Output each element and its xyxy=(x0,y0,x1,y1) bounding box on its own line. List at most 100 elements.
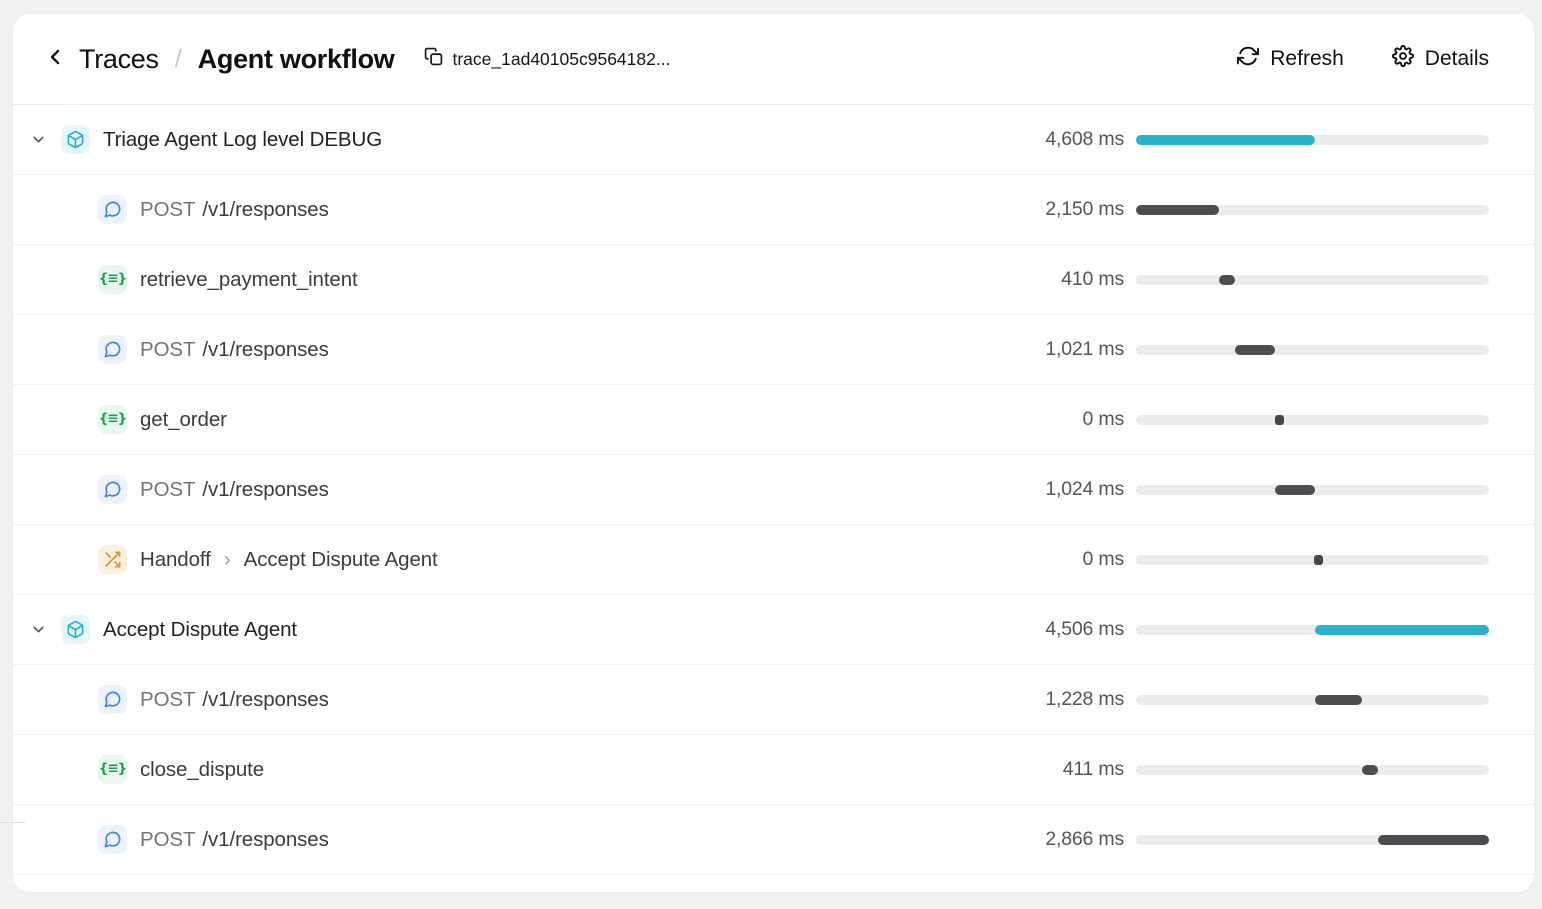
span-timeline-bar xyxy=(1235,344,1275,355)
breadcrumb-traces-link[interactable]: Traces xyxy=(79,43,159,74)
span-duration: 4,506 ms xyxy=(1045,618,1124,640)
gear-icon xyxy=(1391,44,1414,73)
span-timeline-bar xyxy=(1274,414,1284,425)
span-label: POST/v1/responses xyxy=(140,478,329,502)
span-timeline-track xyxy=(1136,414,1489,425)
span-duration: 4,608 ms xyxy=(1045,128,1124,150)
span-label: POST/v1/responses xyxy=(140,688,329,712)
http-method: POST xyxy=(140,337,196,361)
span-rows: Triage Agent Log level DEBUG 4,608 ms POST… xyxy=(13,105,1534,875)
chat-bubble-icon xyxy=(98,335,127,364)
span-duration: 2,150 ms xyxy=(1045,198,1124,220)
span-duration: 1,228 ms xyxy=(1045,688,1124,710)
span-duration: 0 ms xyxy=(1082,548,1125,570)
span-label: close_dispute xyxy=(140,757,265,781)
span-row-http[interactable]: POST/v1/responses 2,866 ms xyxy=(13,805,1534,875)
chat-bubble-icon xyxy=(98,825,127,854)
agent-cube-icon xyxy=(61,615,90,644)
span-row-function[interactable]: {≡} retrieve_payment_intent 410 ms xyxy=(13,245,1534,315)
span-duration: 0 ms xyxy=(1082,408,1125,430)
span-duration: 411 ms xyxy=(1062,758,1125,780)
span-timeline-bar xyxy=(1219,274,1236,285)
chevron-down-icon[interactable] xyxy=(29,621,47,639)
http-path: /v1/responses xyxy=(202,827,329,851)
span-duration: 1,021 ms xyxy=(1045,338,1124,360)
span-row-function[interactable]: {≡} close_dispute 411 ms xyxy=(13,735,1534,805)
refresh-icon xyxy=(1237,45,1260,73)
span-row-handoff[interactable]: Handoff › Accept Dispute Agent 0 ms xyxy=(13,525,1534,595)
span-row-http[interactable]: POST/v1/responses 1,024 ms xyxy=(13,455,1534,525)
refresh-label: Refresh xyxy=(1270,47,1344,70)
http-method: POST xyxy=(140,477,196,501)
span-label: Handoff › Accept Dispute Agent xyxy=(140,548,438,572)
span-row-http[interactable]: POST/v1/responses 1,021 ms xyxy=(13,315,1534,385)
span-timeline-bar xyxy=(1314,694,1363,705)
details-label: Details xyxy=(1424,47,1489,70)
agent-cube-icon xyxy=(61,125,90,154)
span-row-agent[interactable]: Accept Dispute Agent 4,506 ms xyxy=(13,595,1534,665)
handoff-label: Handoff xyxy=(140,547,211,571)
span-duration: 2,866 ms xyxy=(1045,828,1124,850)
trace-id-text: trace_1ad40105c9564182... xyxy=(452,48,671,69)
span-timeline-bar xyxy=(1362,764,1379,775)
span-label: POST/v1/responses xyxy=(140,828,329,852)
http-method: POST xyxy=(140,827,196,851)
handoff-target: Accept Dispute Agent xyxy=(243,547,438,571)
span-row-function[interactable]: {≡} get_order 0 ms xyxy=(13,385,1534,455)
span-timeline-track xyxy=(1136,274,1489,285)
function-braces-icon: {≡} xyxy=(98,755,127,784)
handoff-shuffle-icon xyxy=(98,545,127,574)
back-button[interactable] xyxy=(43,45,67,74)
chat-bubble-icon xyxy=(98,475,127,504)
http-method: POST xyxy=(140,197,196,221)
header-actions: Refresh Details xyxy=(1237,44,1489,73)
span-timeline-track xyxy=(1136,344,1489,355)
span-timeline-track xyxy=(1136,624,1489,635)
span-timeline-track xyxy=(1136,694,1489,705)
span-label: POST/v1/responses xyxy=(140,338,329,362)
span-timeline-bar xyxy=(1275,484,1315,495)
span-timeline-bar xyxy=(1378,834,1489,845)
refresh-button[interactable]: Refresh xyxy=(1237,45,1344,73)
trace-detail-card: Traces / Agent workflow trace_1ad40105c9… xyxy=(12,13,1535,893)
page-title: Agent workflow xyxy=(197,43,395,74)
span-label: Triage Agent Log level DEBUG xyxy=(103,127,383,151)
trace-header: Traces / Agent workflow trace_1ad40105c9… xyxy=(13,14,1534,105)
chevron-left-icon xyxy=(43,45,67,74)
span-row-agent[interactable]: Triage Agent Log level DEBUG 4,608 ms xyxy=(13,105,1534,175)
function-braces-icon: {≡} xyxy=(98,405,127,434)
span-timeline-track xyxy=(1136,134,1489,145)
chat-bubble-icon xyxy=(98,195,127,224)
span-label: POST/v1/responses xyxy=(140,198,329,222)
http-method: POST xyxy=(140,687,196,711)
details-button[interactable]: Details xyxy=(1391,44,1489,73)
http-path: /v1/responses xyxy=(202,197,329,221)
span-timeline-bar xyxy=(1313,554,1323,565)
span-timeline-track xyxy=(1136,204,1489,215)
span-label: get_order xyxy=(140,407,227,431)
span-timeline-bar xyxy=(1136,204,1220,215)
span-row-http[interactable]: POST/v1/responses 1,228 ms xyxy=(13,665,1534,735)
http-path: /v1/responses xyxy=(202,477,329,501)
chevron-right-icon: › xyxy=(223,547,231,571)
span-duration: 1,024 ms xyxy=(1045,478,1124,500)
span-timeline-track xyxy=(1136,484,1489,495)
span-label: Accept Dispute Agent xyxy=(103,617,298,641)
chevron-down-icon[interactable] xyxy=(29,131,47,149)
span-timeline-track xyxy=(1136,554,1489,565)
left-gutter-divider xyxy=(0,822,25,823)
span-row-http[interactable]: POST/v1/responses 2,150 ms xyxy=(13,175,1534,245)
span-label: retrieve_payment_intent xyxy=(140,267,358,291)
span-timeline-bar xyxy=(1314,624,1489,635)
http-path: /v1/responses xyxy=(202,337,329,361)
trace-id-chip[interactable]: trace_1ad40105c9564182... xyxy=(424,47,670,71)
span-duration: 410 ms xyxy=(1061,268,1124,290)
chat-bubble-icon xyxy=(98,685,127,714)
breadcrumb-separator: / xyxy=(174,44,182,73)
span-timeline-bar xyxy=(1136,134,1315,145)
function-braces-icon: {≡} xyxy=(98,265,127,294)
span-timeline-track xyxy=(1136,764,1489,775)
http-path: /v1/responses xyxy=(202,687,329,711)
span-timeline-track xyxy=(1136,834,1489,845)
copy-icon xyxy=(424,47,443,71)
